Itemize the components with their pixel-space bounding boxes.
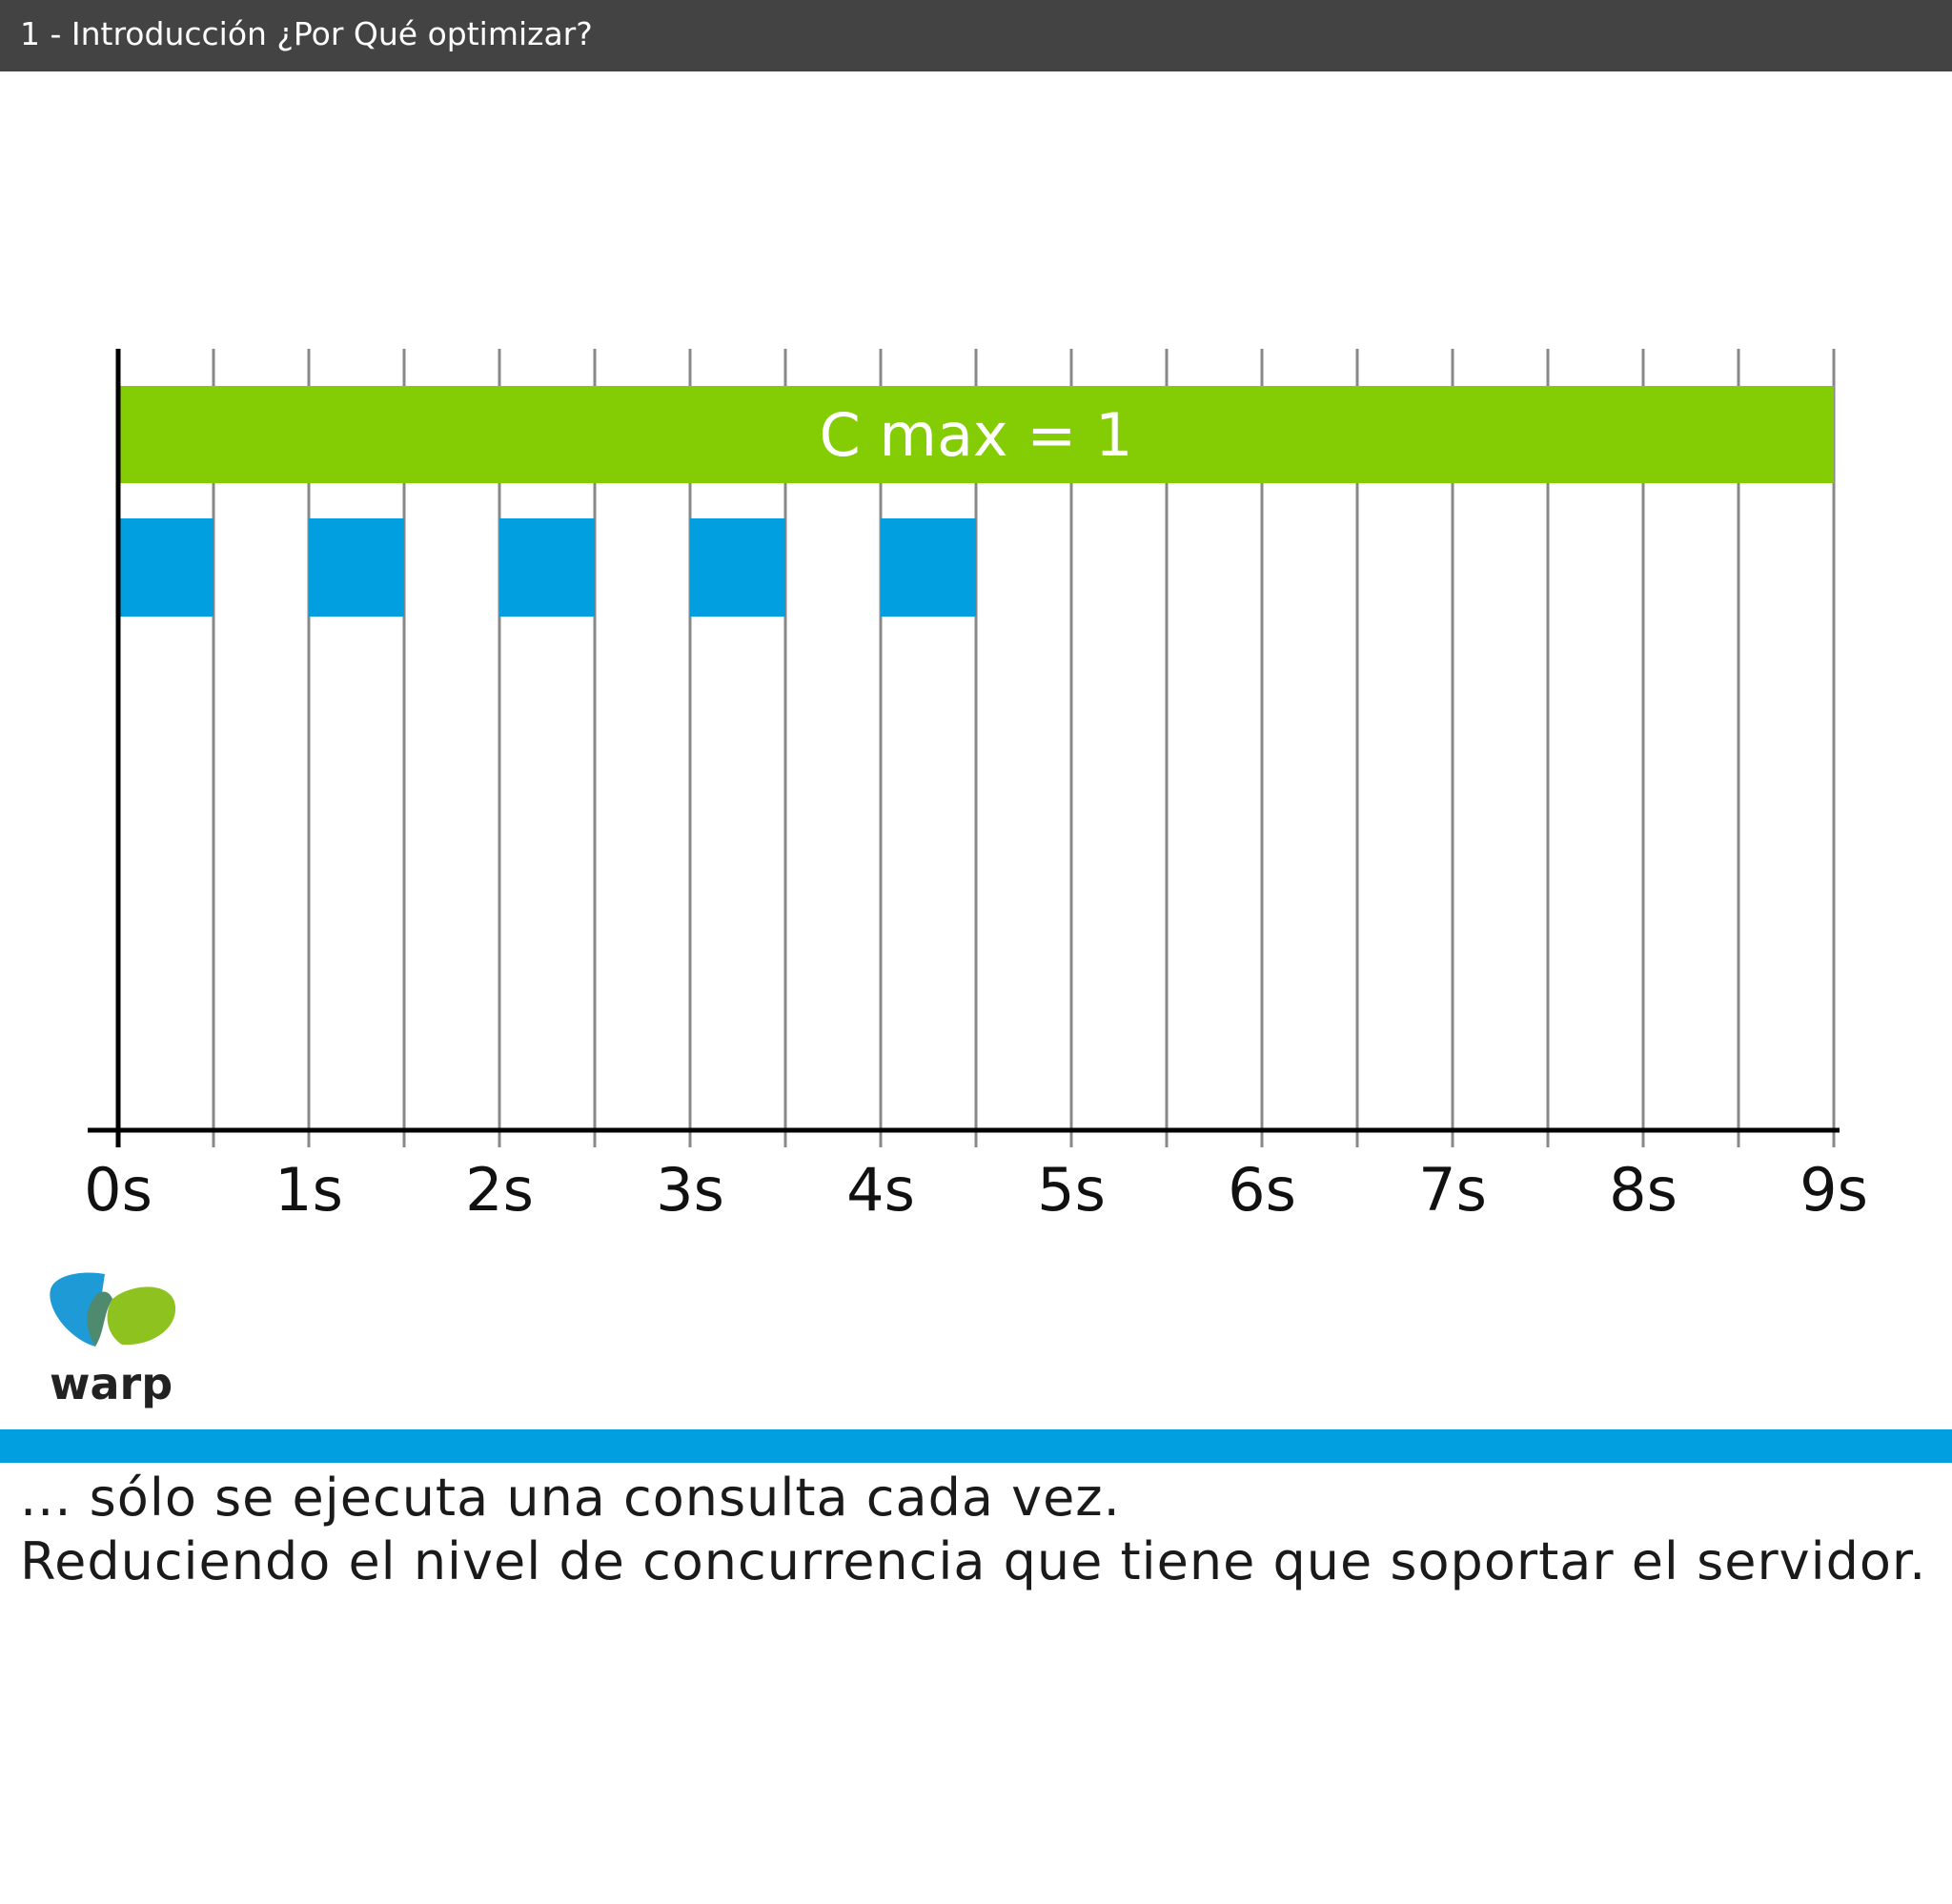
x-tick-label: 8s	[1609, 1155, 1678, 1225]
x-tick-label: 3s	[656, 1155, 724, 1225]
x-tick-label: 2s	[465, 1155, 534, 1225]
query-bar	[690, 518, 785, 617]
warp-logo: warp	[46, 1263, 189, 1410]
logo-green-leaf	[107, 1286, 176, 1346]
logo-overlap	[87, 1291, 112, 1347]
query-bar	[118, 518, 214, 617]
slide-canvas: C max = 1 0s 1s 2s 3s 4s 5s 6s 7s 8s 9s	[0, 71, 1952, 1429]
x-tick-label: 5s	[1037, 1155, 1106, 1225]
query-bar	[309, 518, 404, 617]
timeline-chart: C max = 1 0s 1s 2s 3s 4s 5s 6s 7s 8s 9s	[84, 349, 1868, 1225]
x-tick-label: 0s	[84, 1155, 152, 1225]
query-bar	[499, 518, 595, 617]
limit-bar-label: C max = 1	[820, 400, 1133, 470]
caption-line-1: ... sólo se ejecuta una consulta cada ve…	[20, 1468, 1121, 1528]
slide-caption: ... sólo se ejecuta una consulta cada ve…	[20, 1466, 1926, 1593]
x-tick-label: 1s	[274, 1155, 343, 1225]
caption-line-2: Reduciendo el nivel de concurrencia que …	[20, 1531, 1927, 1591]
title-bar: 1 - Introducción ¿Por Qué optimizar?	[0, 0, 1952, 71]
logo-text: warp	[50, 1358, 173, 1409]
slide-title: 1 - Introducción ¿Por Qué optimizar?	[20, 15, 593, 52]
x-tick-label: 6s	[1228, 1155, 1296, 1225]
caption-divider	[0, 1429, 1952, 1463]
x-tick-label: 9s	[1800, 1155, 1868, 1225]
query-bar	[881, 518, 976, 617]
limit-bar	[118, 386, 1834, 483]
x-tick-label: 4s	[846, 1155, 915, 1225]
x-tick-label: 7s	[1418, 1155, 1487, 1225]
